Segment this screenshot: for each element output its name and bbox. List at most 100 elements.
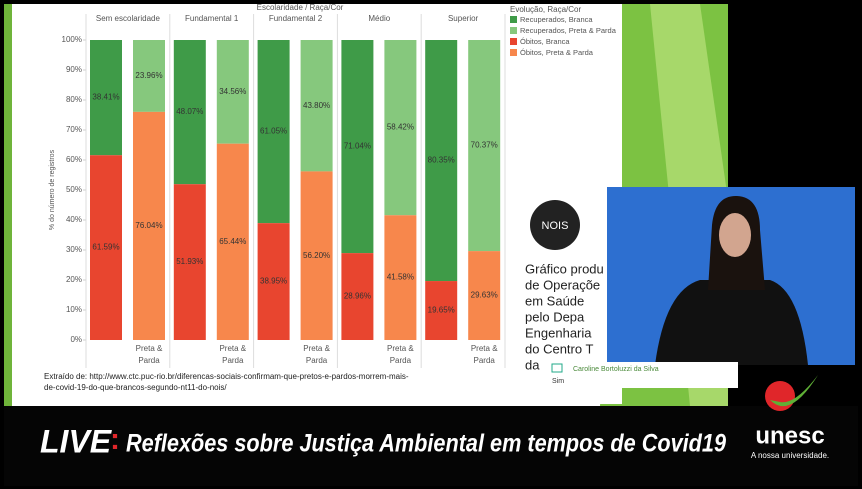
webcam-status: Sim	[552, 378, 564, 385]
data-label: 28.96%	[344, 292, 371, 301]
legend-swatch	[510, 38, 517, 45]
x-tick-label-line: Preta &	[136, 344, 163, 353]
x-tick-label-line: Preta &	[471, 344, 498, 353]
banner	[4, 406, 858, 486]
x-tick-label-line: Parda	[474, 356, 496, 365]
side-line: Gráfico produ	[525, 261, 604, 276]
x-tick-label-line: Preta &	[303, 344, 330, 353]
x-tick-label-line: Parda	[138, 356, 160, 365]
bar-segment	[90, 155, 122, 340]
legend-label: Recuperados, Preta & Parda	[520, 26, 617, 35]
caption	[540, 362, 738, 388]
side-line: pelo Depa	[525, 309, 585, 324]
logo-mark	[765, 381, 795, 411]
data-label: 29.63%	[471, 291, 498, 300]
data-label: 23.96%	[135, 71, 162, 80]
bar-segment	[341, 253, 374, 340]
data-label: 51.93%	[176, 257, 203, 266]
side-line: Engenharia	[525, 325, 592, 340]
banner-title: Reflexões sobre Justiça Ambiental em tem…	[126, 430, 726, 458]
bar-segment	[257, 223, 290, 340]
x-tick-label: Preta & Parda	[219, 344, 246, 365]
source: de-covid-19-do-que-brancos-segundo-nt11-…	[44, 383, 227, 392]
y-tick-label: 0%	[70, 335, 82, 344]
data-label: 56.20%	[303, 251, 330, 260]
chat-icon	[551, 363, 563, 373]
group-label: Sem escolaridade	[96, 14, 161, 23]
bar-segment	[384, 215, 417, 340]
bar-segment	[300, 40, 333, 172]
x-tick-label-line: Preta &	[219, 344, 246, 353]
bar-segment	[300, 171, 333, 340]
legend-swatch	[510, 16, 517, 23]
y-tick-label: 90%	[66, 65, 82, 74]
legend-label: Óbitos, Preta & Parda	[520, 48, 594, 57]
data-label: 38.41%	[92, 93, 119, 102]
source: Extraído de: http://www.ctc.puc-rio.br/d…	[44, 372, 409, 381]
group-label: Fundamental 1	[185, 14, 239, 23]
side-line: da	[525, 357, 540, 372]
side-line: de Operaçõe	[525, 277, 600, 292]
data-label: 19.65%	[428, 306, 455, 315]
data-label: 38.95%	[260, 277, 287, 286]
data-label: 34.56%	[219, 87, 246, 96]
bar-segment	[133, 40, 165, 112]
badge-text: NOIS	[542, 220, 569, 232]
data-label: 43.80%	[303, 101, 330, 110]
banner-separator: :	[110, 423, 120, 456]
bar-segment	[216, 40, 249, 144]
bar-segment	[133, 111, 165, 340]
legend-swatch	[510, 49, 517, 56]
legend-label: Recuperados, Branca	[520, 15, 593, 24]
logo-tagline: A nossa universidade.	[751, 451, 829, 460]
y-tick-label: 10%	[66, 305, 82, 314]
y-tick-label: 70%	[66, 125, 82, 134]
bar-segment	[425, 281, 458, 340]
bar-segment	[90, 40, 122, 156]
bar-segment	[341, 40, 374, 254]
x-tick-label: Preta & Parda	[387, 344, 414, 365]
person	[655, 280, 808, 365]
bar-segment	[425, 40, 458, 282]
bar-segment	[468, 251, 501, 340]
banner-live: LIVE	[40, 423, 113, 459]
data-label: 65.44%	[219, 237, 246, 246]
logo-name: unesc	[755, 422, 824, 449]
person	[719, 213, 751, 257]
y-tick-label: 50%	[66, 185, 82, 194]
data-label: 70.37%	[471, 141, 498, 150]
data-label: 80.35%	[428, 156, 455, 165]
data-label: 41.58%	[387, 273, 414, 282]
legend-swatch	[510, 27, 517, 34]
legend-label: Óbitos, Branca	[520, 37, 570, 46]
x-tick-label-line: Parda	[306, 356, 328, 365]
y-tick-label: 20%	[66, 275, 82, 284]
slide-decor	[4, 4, 12, 406]
data-label: 58.42%	[387, 123, 414, 132]
y-tick-label: 100%	[62, 35, 82, 44]
webcam-name: Caroline Bortoluzzi da Silva	[573, 366, 659, 373]
x-tick-label: Preta & Parda	[471, 344, 498, 365]
logo-mark	[770, 375, 818, 407]
group-label: Fundamental 2	[269, 14, 323, 23]
data-label: 61.05%	[260, 127, 287, 136]
bar-segment	[216, 143, 249, 340]
group-label: Médio	[368, 14, 390, 23]
x-tick-label: Preta & Parda	[303, 344, 330, 365]
bar-segment	[257, 40, 290, 224]
x-tick-label-line: Parda	[222, 356, 244, 365]
legend-title: Evolução, Raça/Cor	[510, 5, 581, 14]
x-tick-label-line: Preta &	[387, 344, 414, 353]
bar-segment	[173, 184, 206, 340]
y-axis-label: % do número de registros	[49, 149, 56, 230]
bar-segment	[384, 40, 417, 216]
chart-title: Escolaridade / Raça/Cor	[257, 3, 344, 12]
side-line: do Centro T	[525, 341, 593, 356]
y-tick-label: 80%	[66, 95, 82, 104]
y-tick-label: 30%	[66, 245, 82, 254]
data-label: 61.59%	[92, 243, 119, 252]
data-label: 71.04%	[344, 142, 371, 151]
